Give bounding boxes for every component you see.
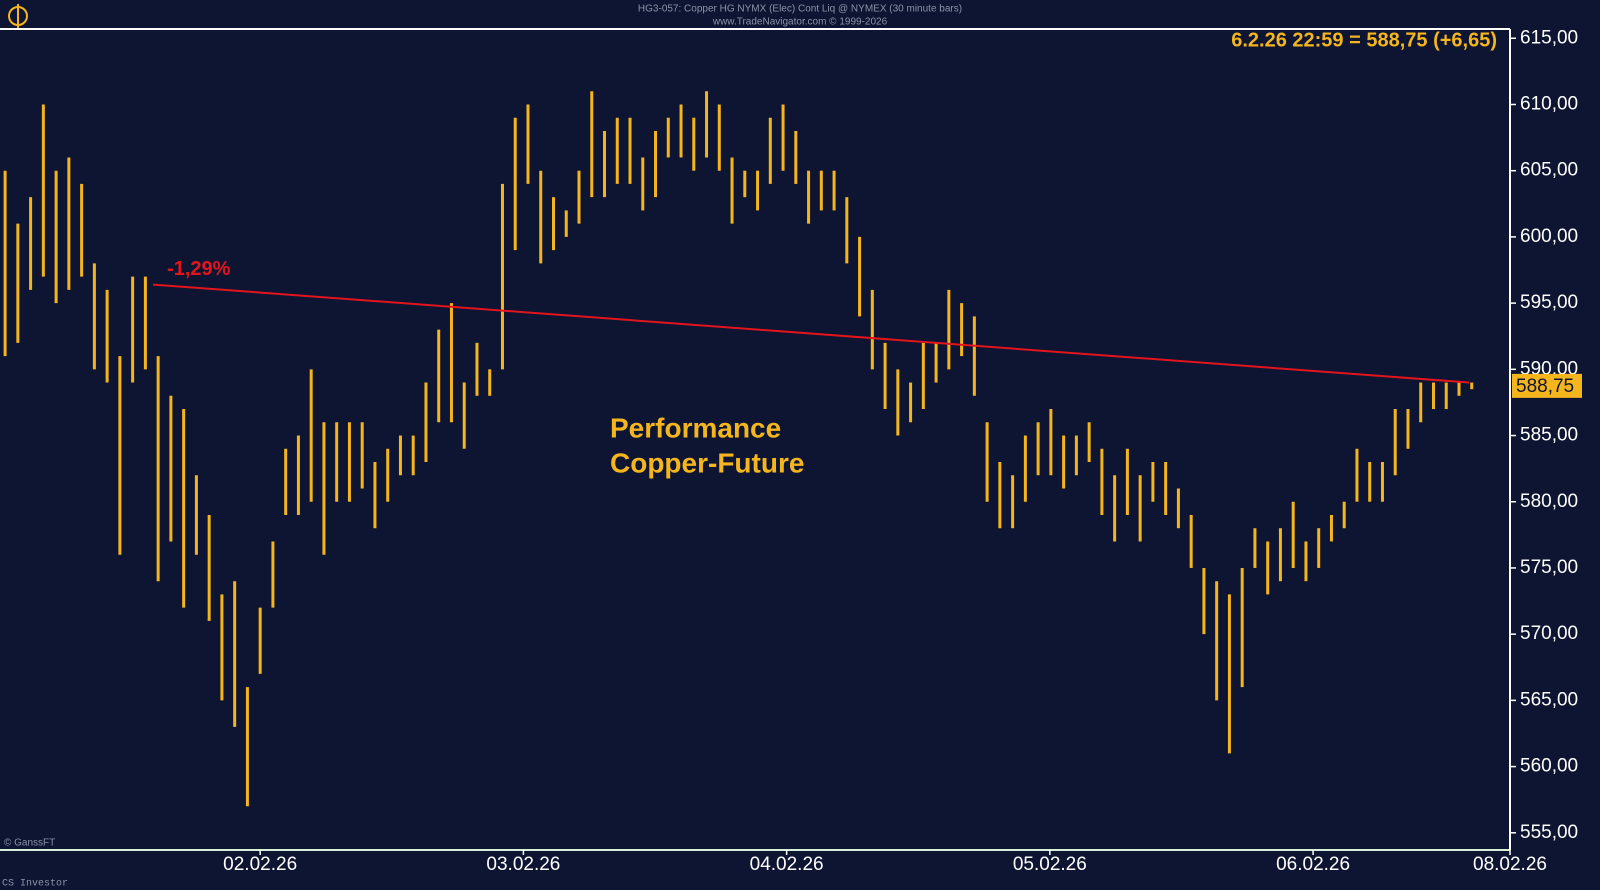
chart-subtitle: www.TradeNavigator.com © 1999-2026	[712, 17, 888, 28]
annotation: Performance	[610, 412, 781, 443]
quote: 6.2.26 22:59 = 588,75 (+6,65)	[1231, 29, 1497, 51]
y-tick-label: 610,00	[1520, 93, 1578, 114]
x-tick-label: 03.02.26	[486, 854, 560, 875]
y-tick-label: 615,00	[1520, 27, 1578, 48]
y-tick-label: 595,00	[1520, 292, 1578, 313]
y-tick-label: 575,00	[1520, 557, 1578, 578]
y-tick-label: 600,00	[1520, 226, 1578, 247]
watermark: © GanssFT	[4, 838, 55, 849]
trend-line	[152, 283, 1470, 384]
y-tick-label: 580,00	[1520, 491, 1578, 512]
y-tick-label: 585,00	[1520, 425, 1578, 446]
x-tick-label: 08.02.26	[1473, 854, 1547, 875]
y-tick-label: 605,00	[1520, 160, 1578, 181]
x-tick-label: 06.02.26	[1276, 854, 1350, 875]
logo	[8, 4, 28, 28]
annotation: Copper-Future	[610, 447, 804, 478]
footer: CS Investor	[2, 879, 68, 890]
trend-label: -1,29%	[167, 258, 231, 280]
last-price-marker	[1512, 373, 1582, 398]
chart-title: HG3-057: Copper HG NYMX (Elec) Cont Liq …	[638, 4, 962, 15]
y-tick-label: 560,00	[1520, 756, 1578, 777]
x-tick-label: 05.02.26	[1013, 854, 1087, 875]
y-tick-label: 555,00	[1520, 822, 1578, 843]
y-tick-label: 570,00	[1520, 623, 1578, 644]
x-tick-label: 02.02.26	[223, 854, 297, 875]
y-tick-label: 565,00	[1520, 689, 1578, 710]
x-tick-label: 04.02.26	[750, 854, 824, 875]
last-price-label: 588,75	[1516, 376, 1574, 397]
